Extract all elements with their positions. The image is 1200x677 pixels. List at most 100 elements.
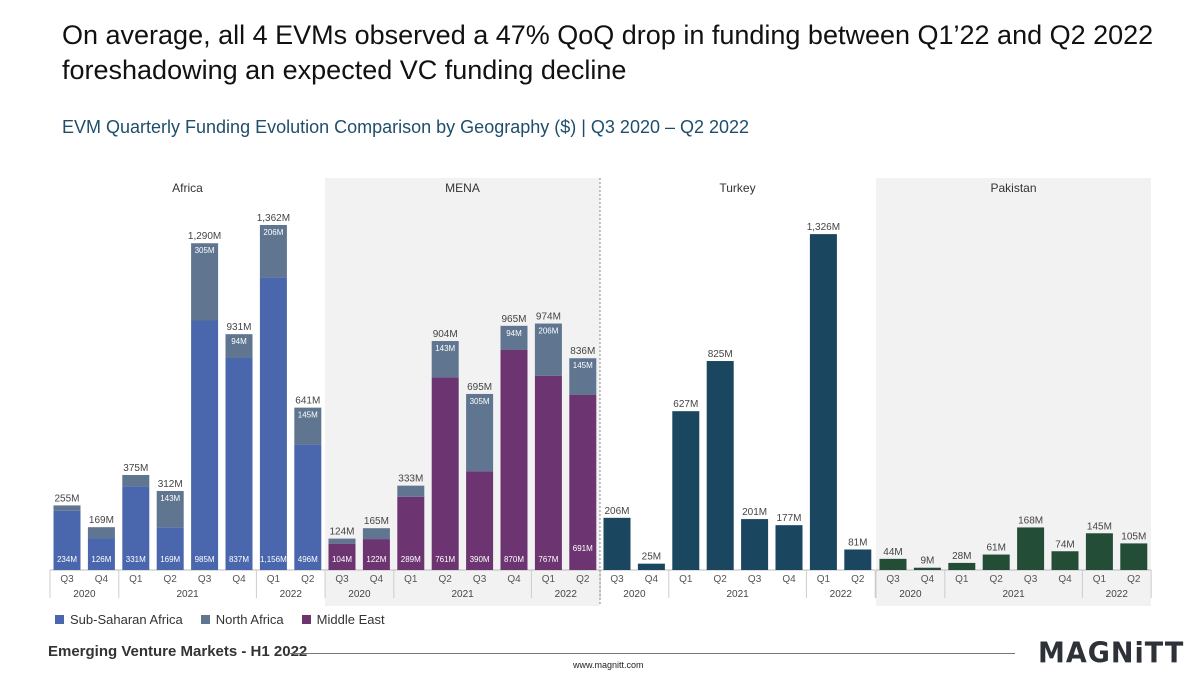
segment-label: 1,156M	[260, 555, 287, 564]
quarter-label: Q3	[198, 574, 212, 585]
total-label: 105M	[1121, 531, 1146, 542]
bar-segment-turkey	[706, 361, 734, 570]
quarter-label: Q2	[714, 574, 728, 585]
total-label: 81M	[848, 537, 867, 548]
total-label: 201M	[742, 507, 767, 518]
legend-label: North Africa	[215, 612, 284, 627]
segment-label: 691M	[573, 544, 593, 553]
bar-segment-ssa	[156, 527, 184, 570]
bar-segment-turkey	[741, 519, 769, 570]
total-label: 124M	[329, 527, 354, 538]
panel-title: Turkey	[719, 181, 755, 195]
segment-label: 169M	[160, 555, 180, 564]
segment-label: 837M	[229, 555, 249, 564]
total-label: 44M	[883, 547, 902, 558]
legend-label: Middle East	[316, 612, 385, 627]
bar-segment-na	[53, 505, 81, 511]
bar-segment-na	[362, 528, 390, 540]
total-label: 825M	[708, 349, 733, 360]
bar-segment-na	[534, 323, 562, 376]
footer-text: Emerging Venture Markets - H1 2022	[48, 643, 308, 660]
total-label: 375M	[123, 463, 148, 474]
segment-label: 985M	[195, 555, 215, 564]
magnitt-logo: MAGNiTT	[1038, 637, 1185, 670]
year-label: 2022	[1106, 589, 1129, 600]
total-label: 333M	[398, 474, 423, 485]
year-label: 2020	[348, 589, 371, 600]
bar-segment-ssa	[294, 444, 322, 570]
bar-segment-me	[569, 394, 597, 570]
quarter-label: Q1	[955, 574, 969, 585]
segment-label: 126M	[91, 555, 111, 564]
total-label: 312M	[158, 479, 183, 490]
total-label: 641M	[295, 396, 320, 407]
total-label: 965M	[501, 314, 526, 325]
bar-segment-turkey	[637, 563, 665, 570]
bar-segment-turkey	[809, 234, 837, 570]
segment-label: 94M	[506, 329, 522, 338]
bar-segment-na	[328, 538, 356, 544]
bar-segment-na	[87, 527, 115, 539]
legend-swatch-me	[301, 615, 311, 624]
bar-segment-na	[397, 485, 425, 497]
segment-label: 234M	[57, 555, 77, 564]
bar-segment-ssa	[191, 320, 219, 570]
bar-segment-turkey	[672, 411, 700, 570]
quarter-label: Q1	[404, 574, 418, 585]
total-label: 836M	[570, 346, 595, 357]
quarter-label: Q1	[542, 574, 556, 585]
bar-segment-na	[156, 490, 184, 528]
quarter-label: Q4	[921, 574, 935, 585]
quarter-label: Q3	[335, 574, 349, 585]
bar-segment-turkey	[844, 549, 872, 570]
year-label: 2020	[73, 589, 96, 600]
quarter-label: Q1	[1093, 574, 1107, 585]
segment-label: 206M	[263, 228, 283, 237]
segment-label: 496M	[298, 555, 318, 564]
bar-segment-na	[569, 358, 597, 395]
quarter-label: Q3	[1024, 574, 1038, 585]
year-label: 2020	[623, 589, 646, 600]
quarter-label: Q2	[439, 574, 453, 585]
total-label: 9M	[920, 556, 934, 567]
segment-label: 143M	[435, 344, 455, 353]
quarter-label: Q4	[1058, 574, 1072, 585]
quarter-label: Q1	[129, 574, 143, 585]
bar-segment-me	[328, 543, 356, 570]
funding-chart: Africa 234M 255M Q3 126M 169M Q4 331M 375M Q1 169M…	[49, 178, 1152, 606]
bar-segment-na	[191, 243, 219, 321]
quarter-label: Q4	[507, 574, 521, 585]
bar-segment-na	[259, 225, 287, 278]
bar-segment-pakistan	[913, 567, 941, 570]
quarter-label: Q4	[232, 574, 246, 585]
legend-item-ssa: Sub-Saharan Africa	[55, 612, 183, 627]
total-label: 931M	[226, 322, 251, 333]
total-label: 904M	[433, 329, 458, 340]
segment-label: 206M	[538, 327, 558, 336]
total-label: 145M	[1087, 521, 1112, 532]
bar-segment-ssa	[122, 486, 150, 570]
total-label: 61M	[986, 543, 1005, 554]
bar-segment-na	[122, 475, 150, 487]
footer-divider	[290, 653, 1015, 654]
year-label: 2021	[176, 589, 199, 600]
total-label: 206M	[604, 506, 629, 517]
year-label: 2021	[1002, 589, 1025, 600]
quarter-label: Q4	[782, 574, 796, 585]
bar-segment-pakistan	[1120, 543, 1148, 570]
bar-segment-ssa	[87, 538, 115, 570]
chart-subtitle: EVM Quarterly Funding Evolution Comparis…	[62, 117, 750, 137]
legend-item-me: Middle East	[301, 612, 385, 627]
bar-segment-pakistan	[879, 558, 907, 570]
bar-segment-na	[466, 393, 494, 472]
legend-swatch-ssa	[55, 615, 64, 624]
bar-segment-me	[362, 539, 390, 570]
total-label: 169M	[89, 515, 114, 526]
bar-segment-ssa	[53, 510, 81, 570]
panel-title: Africa	[172, 181, 203, 195]
quarter-label: Q2	[990, 574, 1004, 585]
total-label: 1,290M	[188, 231, 221, 242]
bar-segment-turkey	[603, 517, 631, 570]
bar-segment-pakistan	[948, 562, 976, 570]
legend-swatch-na	[200, 615, 210, 624]
